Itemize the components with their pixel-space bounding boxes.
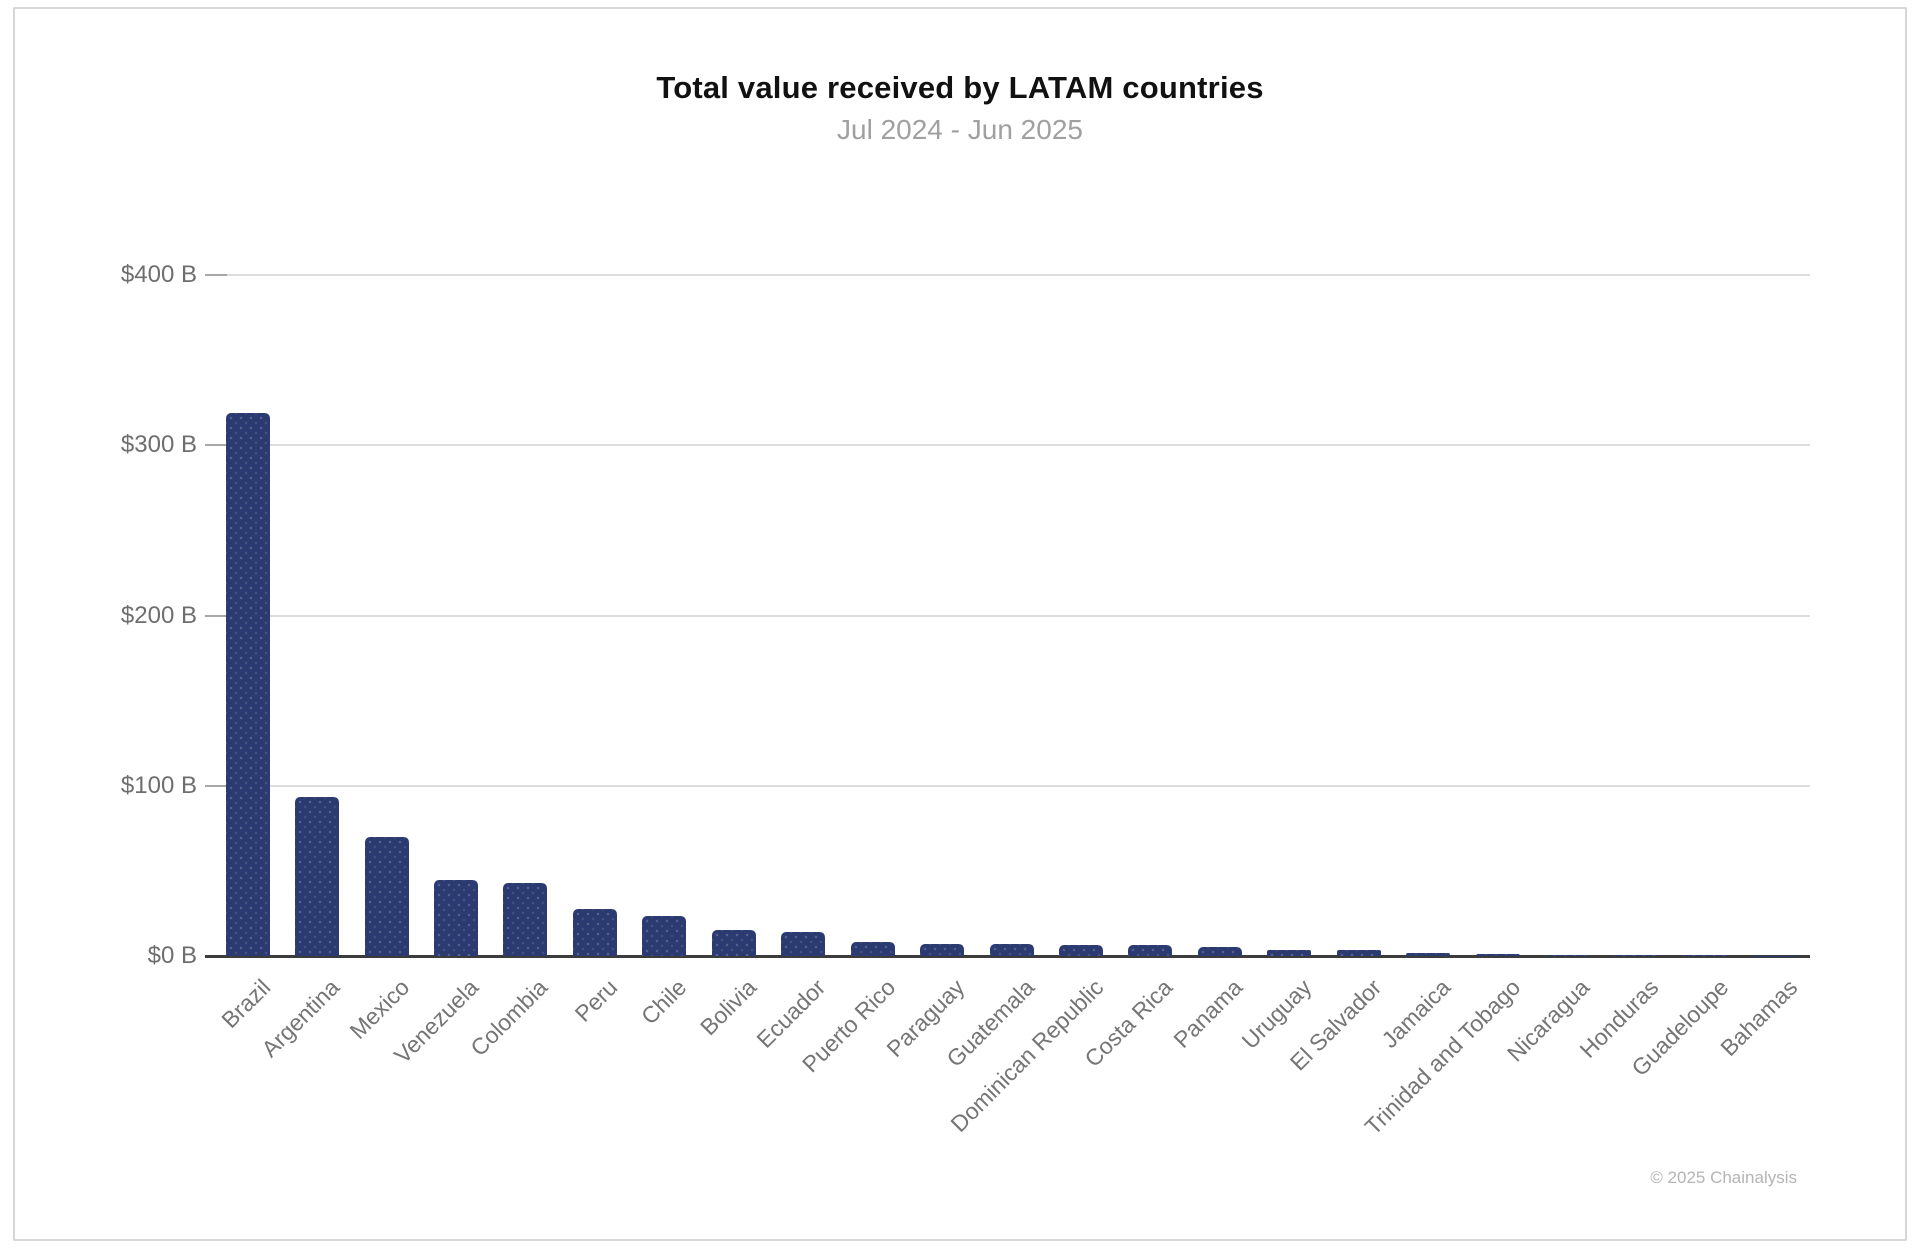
- y-tick-mark-100: [205, 784, 227, 787]
- bar-argentina: [295, 796, 340, 956]
- bar-bolivia: [711, 930, 756, 956]
- bar-honduras: [1614, 954, 1659, 956]
- bar-dominican-republic: [1058, 945, 1103, 956]
- y-tick-mark-400: [205, 274, 227, 276]
- y-axis-tick-label: $400 B: [120, 261, 197, 288]
- y-tick-mark-300: [205, 444, 227, 447]
- gridline-100: [205, 784, 1810, 787]
- bar-venezuela: [434, 880, 479, 956]
- x-axis-tick-label: Peru: [569, 974, 623, 1027]
- x-axis-line: [205, 955, 1810, 958]
- y-axis-tick-label: $0 B: [147, 942, 197, 969]
- copyright-watermark: © 2025 Chainalysis: [1650, 1168, 1797, 1187]
- bar-trinidad-and-tobago: [1475, 954, 1520, 956]
- bar-chile: [642, 915, 687, 956]
- bar-el-salvador: [1336, 950, 1381, 956]
- x-axis-tick-label: Brazil: [216, 974, 276, 1034]
- bar-guatemala: [989, 944, 1034, 956]
- bar-nicaragua: [1544, 954, 1589, 956]
- bar-guadeloupe: [1683, 955, 1728, 956]
- gridline-200: [205, 614, 1810, 617]
- gridline-300: [205, 444, 1810, 447]
- bar-uruguay: [1267, 950, 1312, 956]
- x-axis-tick-label: Chile: [636, 974, 692, 1030]
- bar-mexico: [364, 836, 409, 956]
- bar-jamaica: [1406, 952, 1451, 956]
- y-tick-mark-200: [205, 614, 227, 617]
- x-axis-tick-label: Bolivia: [694, 974, 762, 1041]
- y-axis-tick-label: $100 B: [120, 771, 197, 799]
- bar-costa-rica: [1128, 945, 1173, 956]
- x-axis-tick-label: Panama: [1168, 974, 1248, 1053]
- bar-ecuador: [781, 932, 826, 956]
- y-axis-tick-label: $300 B: [120, 431, 197, 459]
- bar-puerto-rico: [850, 941, 895, 956]
- bar-peru: [572, 909, 617, 956]
- gridline-400: [205, 274, 1810, 276]
- bar-brazil: [225, 412, 270, 956]
- chart-title: Total value received by LATAM countries: [656, 70, 1264, 105]
- y-axis-tick-label: $200 B: [120, 601, 197, 629]
- bar-colombia: [503, 882, 548, 956]
- bar-paraguay: [920, 943, 965, 956]
- bar-panama: [1197, 946, 1242, 956]
- chart-subtitle: Jul 2024 - Jun 2025: [837, 114, 1083, 145]
